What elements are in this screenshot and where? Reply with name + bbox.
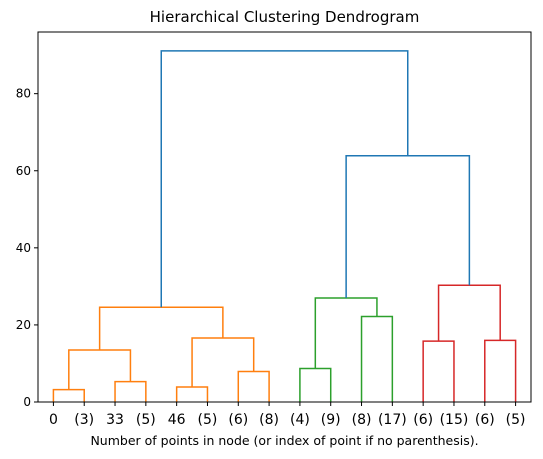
dendrogram-link-2	[175, 386, 209, 402]
dendrogram-link-4	[299, 367, 332, 402]
leaf-label-3: (5)	[136, 412, 156, 428]
dendrogram-link-3	[237, 370, 270, 402]
chart-title: Hierarchical Clustering Dendrogram	[150, 8, 420, 26]
x-axis: 0 (3) 33 (5) 46 (5) (6) (8) (4) (9) (8) (17) (6) (15)…	[49, 402, 526, 428]
leaf-label-9: (9)	[321, 412, 341, 428]
dendrogram-link-0	[52, 388, 85, 402]
leaf-label-8: (4)	[290, 412, 310, 428]
y-tick-label-3: 60	[16, 164, 31, 178]
leaf-label-2: 33	[106, 412, 124, 428]
y-tick-label-1: 20	[16, 318, 31, 332]
dendrogram-link-12	[437, 284, 501, 342]
dendrogram-link-10	[98, 306, 224, 350]
y-tick-label-4: 80	[16, 87, 31, 101]
dendrogram-link-14	[160, 50, 409, 308]
leaf-label-5: (5)	[198, 412, 218, 428]
dendrogram-link-7	[484, 339, 517, 402]
leaf-label-4: 46	[168, 412, 186, 428]
leaf-label-15: (5)	[506, 412, 526, 428]
y-axis: 0 20 40 60 80	[16, 87, 38, 409]
dendrogram-link-9	[191, 337, 255, 387]
leaf-label-1: (3)	[74, 412, 94, 428]
leaf-label-10: (8)	[352, 412, 372, 428]
leaf-label-11: (17)	[378, 412, 407, 428]
dendrogram-link-8	[68, 349, 132, 390]
leaf-label-12: (6)	[413, 412, 433, 428]
leaf-label-7: (8)	[259, 412, 279, 428]
dendrogram-link-13	[345, 154, 471, 298]
leaf-label-13: (15)	[440, 412, 469, 428]
dendrogram-link-11	[314, 297, 378, 369]
dendrogram-link-5	[360, 315, 394, 402]
dendrogram-link-1	[114, 380, 147, 402]
y-tick-label-2: 40	[16, 241, 31, 255]
plot-frame	[37, 31, 532, 403]
x-axis-label: Number of points in node (or index of po…	[90, 433, 478, 448]
y-tick-label-0: 0	[23, 395, 31, 409]
leaf-label-6: (6)	[228, 412, 248, 428]
leaf-label-14: (6)	[475, 412, 495, 428]
dendrogram-link-6	[422, 340, 455, 402]
leaf-label-0: 0	[49, 412, 58, 428]
dendrogram-links	[52, 50, 517, 402]
